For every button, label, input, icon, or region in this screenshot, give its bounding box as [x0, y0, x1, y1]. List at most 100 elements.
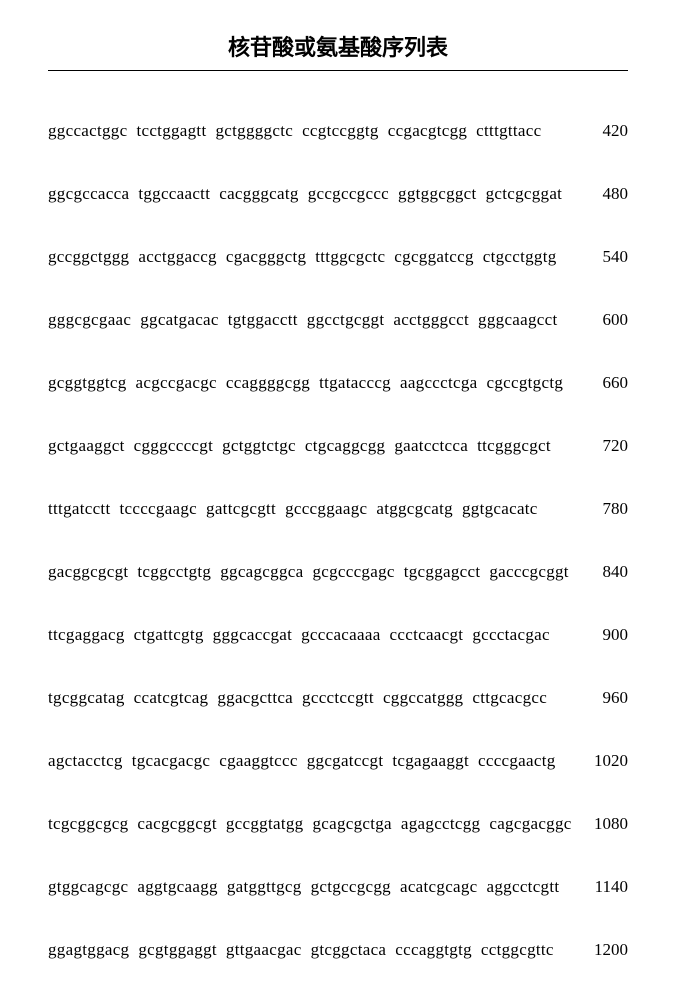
sequence-row: gccggctgggacctggaccgcgacgggctgtttggcgctc…: [48, 247, 628, 267]
sequence-group: ggcagcggca: [220, 562, 303, 582]
sequence-group: ggcctgcggt: [307, 310, 385, 330]
sequence-row: gtggcagcgcaggtgcaagggatggttgcggctgccgcgg…: [48, 877, 628, 897]
sequence-group: tcgcggcgcg: [48, 814, 128, 834]
sequence-group: gggcaccgat: [213, 625, 292, 645]
sequence-group: tggccaactt: [138, 184, 210, 204]
sequence-group: acatcgcagc: [400, 877, 478, 897]
sequence-position: 1080: [580, 814, 628, 834]
sequence-group: ggtggcggct: [398, 184, 477, 204]
sequence-position: 780: [580, 499, 628, 519]
sequence-groups: tttgatcctttccccgaagcgattcgcgttgcccggaagc…: [48, 499, 538, 519]
page-title: 核苷酸或氨基酸序列表: [48, 30, 628, 71]
sequence-group: cgggccccgt: [134, 436, 213, 456]
sequence-group: agctacctcg: [48, 751, 123, 771]
sequence-group: gggcgcgaac: [48, 310, 131, 330]
sequence-position: 480: [580, 184, 628, 204]
sequence-group: ccatcgtcag: [134, 688, 209, 708]
sequence-position: 660: [580, 373, 628, 393]
sequence-position: 540: [580, 247, 628, 267]
sequence-position: 420: [580, 121, 628, 141]
sequence-group: gtcggctaca: [311, 940, 387, 960]
sequence-group: gctggtctgc: [222, 436, 296, 456]
sequence-group: cacgcggcgt: [137, 814, 216, 834]
sequence-group: ccgacgtcgg: [388, 121, 467, 141]
sequence-position: 1020: [580, 751, 628, 771]
sequence-row: ggccactggctcctggagttgctggggctcccgtccggtg…: [48, 121, 628, 141]
sequence-group: ttcgaggacg: [48, 625, 125, 645]
sequence-group: ctttgttacc: [476, 121, 541, 141]
sequence-group: ggcgatccgt: [307, 751, 384, 771]
sequence-group: gcagcgctga: [312, 814, 391, 834]
sequence-group: cgcggatccg: [394, 247, 473, 267]
sequence-groups: ggcgccaccatggccaacttcacgggcatggccgccgccc…: [48, 184, 562, 204]
sequence-groups: ggccactggctcctggagttgctggggctcccgtccggtg…: [48, 121, 541, 141]
sequence-row: gcggtggtcg acgccgacgc ccaggggcgg ttgatacccg…: [48, 373, 628, 393]
sequence-group: gccggtatgg: [226, 814, 304, 834]
sequence-row: gggcgcgaac ggcatgacac tgtggacctt ggcctgcggt…: [48, 310, 628, 330]
sequence-group: gacggcgcgt: [48, 562, 128, 582]
sequence-groups: gccggctgggacctggaccgcgacgggctgtttggcgctc…: [48, 247, 557, 267]
sequence-row: tcgcggcgcg cacgcggcgt gccggtatgg gcagcgctga…: [48, 814, 628, 834]
sequence-group: gcccggaagc: [285, 499, 367, 519]
sequence-group: tcggcctgtg: [137, 562, 211, 582]
sequence-group: gcggtggtcg: [48, 373, 127, 393]
sequence-group: ggacgcttca: [217, 688, 293, 708]
sequence-group: cgaaggtccc: [219, 751, 298, 771]
sequence-groups: gctgaaggctcgggccccgtgctggtctgcctgcaggcgg…: [48, 436, 551, 456]
sequence-group: cctggcgttc: [481, 940, 554, 960]
sequence-group: gctcgcggat: [486, 184, 563, 204]
sequence-groups: gacggcgcgt tcggcctgtg ggcagcggca gcgcccgagc…: [48, 562, 569, 582]
sequence-position: 600: [580, 310, 628, 330]
sequence-position: 1200: [580, 940, 628, 960]
sequence-groups: gcggtggtcg acgccgacgc ccaggggcgg ttgatacccg…: [48, 373, 563, 393]
sequence-group: ccccgaactg: [478, 751, 556, 771]
sequence-group: tttggcgctc: [315, 247, 385, 267]
sequence-position: 900: [580, 625, 628, 645]
sequence-group: gtggcagcgc: [48, 877, 128, 897]
sequence-group: gcgcccgagc: [312, 562, 394, 582]
sequence-group: gcgtggaggt: [138, 940, 217, 960]
sequence-group: tcgagaaggt: [392, 751, 469, 771]
sequence-group: cggccatggg: [383, 688, 463, 708]
sequence-group: ggcgccacca: [48, 184, 129, 204]
sequence-group: gattcgcgtt: [206, 499, 276, 519]
sequence-groups: tcgcggcgcg cacgcggcgt gccggtatgg gcagcgctga…: [48, 814, 572, 834]
sequence-group: aagccctcga: [400, 373, 478, 393]
sequence-row: tttgatcctttccccgaagcgattcgcgttgcccggaagc…: [48, 499, 628, 519]
sequence-group: tcctggagtt: [136, 121, 206, 141]
sequence-position: 720: [580, 436, 628, 456]
sequence-group: cgccgtgctg: [487, 373, 564, 393]
sequence-group: tgtggacctt: [228, 310, 298, 330]
sequence-group: gatggttgcg: [227, 877, 302, 897]
sequence-group: ggccactggc: [48, 121, 127, 141]
sequence-group: tgcggcatag: [48, 688, 125, 708]
sequence-group: aggcctcgtt: [487, 877, 560, 897]
sequence-row: gacggcgcgt tcggcctgtg ggcagcggca gcgcccgagc…: [48, 562, 628, 582]
sequence-group: tccccgaagc: [119, 499, 197, 519]
sequence-groups: gtggcagcgcaggtgcaagggatggttgcggctgccgcgg…: [48, 877, 559, 897]
sequence-row: agctacctcgtgcacgacgccgaaggtcccggcgatccgt…: [48, 751, 628, 771]
sequence-group: ggtgcacatc: [462, 499, 538, 519]
sequence-group: acctgggcct: [393, 310, 469, 330]
sequence-group: ccaggggcgg: [226, 373, 310, 393]
sequence-row: ggcgccaccatggccaacttcacgggcatggccgccgccc…: [48, 184, 628, 204]
sequence-group: ggcatgacac: [140, 310, 219, 330]
sequence-group: gccctccgtt: [302, 688, 374, 708]
sequence-group: ccctcaacgt: [390, 625, 464, 645]
sequence-group: acgccgacgc: [136, 373, 217, 393]
sequence-group: ggagtggacg: [48, 940, 129, 960]
sequence-group: agagcctcgg: [401, 814, 480, 834]
sequence-group: gcccacaaaa: [301, 625, 380, 645]
sequence-group: ttgatacccg: [319, 373, 391, 393]
sequence-position: 1140: [580, 877, 628, 897]
sequence-group: cccaggtgtg: [395, 940, 472, 960]
sequence-groups: agctacctcgtgcacgacgccgaaggtcccggcgatccgt…: [48, 751, 556, 771]
sequence-group: ccgtccggtg: [302, 121, 379, 141]
sequence-group: gccctacgac: [472, 625, 550, 645]
sequence-row: gctgaaggctcgggccccgtgctggtctgcctgcaggcgg…: [48, 436, 628, 456]
sequence-group: ctgattcgtg: [134, 625, 204, 645]
sequence-groups: ttcgaggacg ctgattcgtg gggcaccgat gcccacaaaa…: [48, 625, 550, 645]
sequence-position: 960: [580, 688, 628, 708]
sequence-group: aggtgcaagg: [137, 877, 217, 897]
sequence-group: cttgcacgcc: [472, 688, 547, 708]
